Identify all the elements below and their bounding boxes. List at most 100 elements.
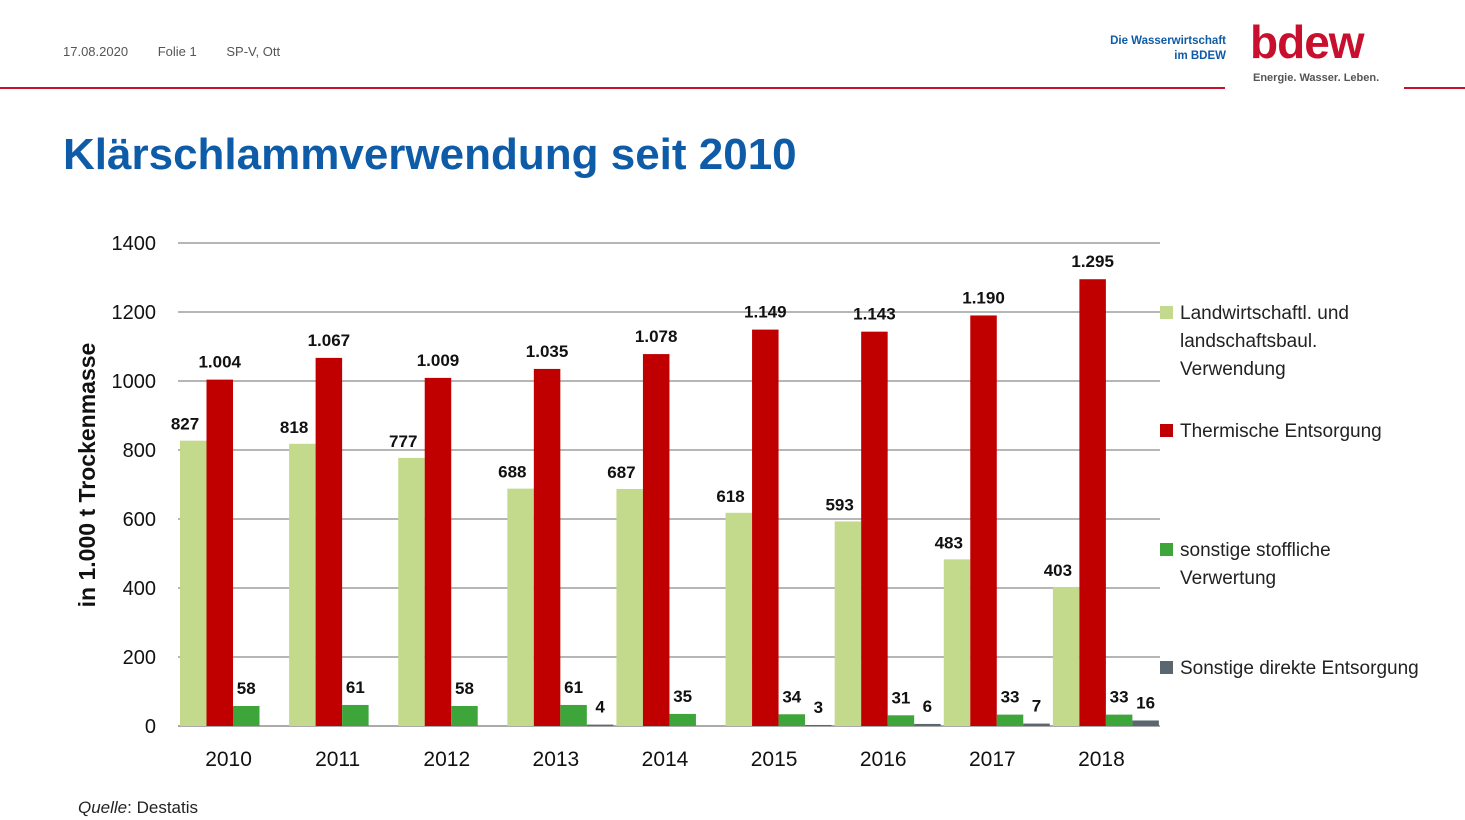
data-label: 403 (1044, 561, 1072, 580)
bar (1105, 714, 1133, 726)
data-label: 33 (1001, 688, 1020, 707)
data-label: 34 (782, 687, 801, 706)
bar (342, 704, 369, 726)
data-label: 687 (607, 463, 635, 482)
header-date: 17.08.2020 (63, 44, 129, 59)
bar (778, 714, 806, 726)
data-label: 7 (1032, 697, 1041, 716)
bar (289, 443, 316, 726)
legend-item: sonstige stoffliche Verwertung (1160, 537, 1420, 593)
data-label: 777 (389, 432, 417, 451)
bar (451, 705, 478, 726)
bar (507, 488, 534, 726)
bar (943, 559, 971, 726)
source-text: : Destatis (127, 798, 198, 817)
legend-swatch (1160, 306, 1173, 319)
bar (616, 488, 643, 726)
y-tick-label: 400 (123, 578, 156, 600)
chart-value-labels: 8271.004588181.067617771.009586881.03561… (171, 252, 1155, 717)
bar (887, 715, 915, 726)
x-axis-ticks: 2010 2011 2012 2013 2014 2015 2016 2017 2018 (205, 748, 1125, 771)
header-rule-left (0, 87, 1225, 89)
data-label: 1.149 (744, 303, 787, 322)
bar (206, 379, 233, 726)
data-label: 58 (237, 679, 256, 698)
data-label: 1.004 (198, 353, 241, 372)
bar (315, 357, 343, 726)
bar (970, 315, 997, 726)
legend-swatch (1160, 424, 1173, 437)
bar (586, 724, 614, 726)
y-tick-label: 600 (123, 509, 156, 531)
y-tick-label: 1400 (112, 233, 157, 255)
y-axis-ticks: 0 200 400 600 800 1000 1200 1400 (112, 233, 157, 738)
data-label: 1.067 (308, 331, 351, 350)
data-label: 593 (825, 495, 853, 514)
bar (398, 457, 425, 726)
x-tick-label: 2017 (969, 748, 1016, 771)
bar (914, 723, 941, 726)
x-tick-label: 2010 (205, 748, 252, 771)
bar (233, 705, 260, 726)
data-label: 1.190 (962, 288, 1005, 307)
legend-item: Thermische Entsorgung (1160, 418, 1420, 446)
data-label: 1.143 (853, 305, 896, 324)
x-tick-label: 2011 (315, 748, 360, 771)
logo-tagline: Die Wasserwirtschaft im BDEW (1090, 34, 1226, 64)
x-tick-label: 2018 (1078, 748, 1125, 771)
bar (861, 331, 888, 726)
bar (1132, 720, 1159, 726)
data-label: 688 (498, 463, 526, 482)
data-label: 483 (935, 533, 963, 552)
legend-label: Sonstige direkte Entsorgung (1180, 658, 1419, 679)
bar (805, 724, 832, 726)
source-label: Quelle (78, 798, 128, 817)
bar (752, 329, 779, 726)
data-label: 827 (171, 415, 199, 434)
legend-item: Landwirtschaftl. und landschaftsbaul. Ve… (1160, 300, 1420, 384)
bar (1052, 586, 1080, 726)
data-label: 33 (1110, 688, 1129, 707)
data-label: 1.295 (1071, 252, 1114, 271)
data-label: 1.078 (635, 327, 678, 346)
x-tick-label: 2014 (642, 748, 689, 771)
data-label: 35 (673, 687, 692, 706)
bar (642, 354, 670, 726)
data-label: 58 (455, 679, 474, 698)
bar (180, 440, 207, 726)
legend-label: Thermische Entsorgung (1180, 421, 1382, 442)
data-label: 618 (716, 487, 744, 506)
data-label: 3 (814, 698, 823, 717)
header-author: SP-V, Ott (226, 44, 281, 59)
bar (834, 521, 862, 726)
data-label: 61 (564, 678, 583, 697)
bar (1079, 279, 1106, 726)
y-tick-label: 0 (145, 716, 156, 738)
x-tick-label: 2012 (423, 748, 470, 771)
y-tick-label: 800 (123, 440, 156, 462)
legend-swatch (1160, 543, 1173, 556)
x-tick-label: 2013 (533, 748, 580, 771)
y-tick-label: 1000 (112, 371, 157, 393)
bdew-logo: bdew (1250, 16, 1365, 68)
header-meta: 17.08.2020 Folie 1 SP-V, Ott (63, 44, 306, 59)
logo-claim: Energie. Wasser. Leben. (1253, 72, 1380, 84)
legend-label: Landwirtschaftl. und landschaftsbaul. Ve… (1180, 303, 1349, 380)
bar (996, 714, 1024, 726)
y-tick-label: 200 (123, 647, 156, 669)
data-label: 1.009 (417, 351, 460, 370)
x-tick-label: 2016 (860, 748, 907, 771)
chart-bars (180, 279, 1159, 726)
bar (424, 377, 452, 726)
bar (725, 512, 753, 726)
x-tick-label: 2015 (751, 748, 798, 771)
logo-tagline-line-1: Die Wasserwirtschaft (1110, 35, 1226, 47)
legend-item: Sonstige direkte Entsorgung (1160, 655, 1420, 683)
data-label: 16 (1136, 693, 1155, 712)
page-title: Klärschlammverwendung seit 2010 (63, 130, 797, 179)
data-label: 1.035 (526, 342, 569, 361)
header-rule-right (1404, 87, 1465, 89)
y-axis-label: in 1.000 t Trockenmasse (74, 343, 100, 608)
data-label: 61 (346, 678, 365, 697)
